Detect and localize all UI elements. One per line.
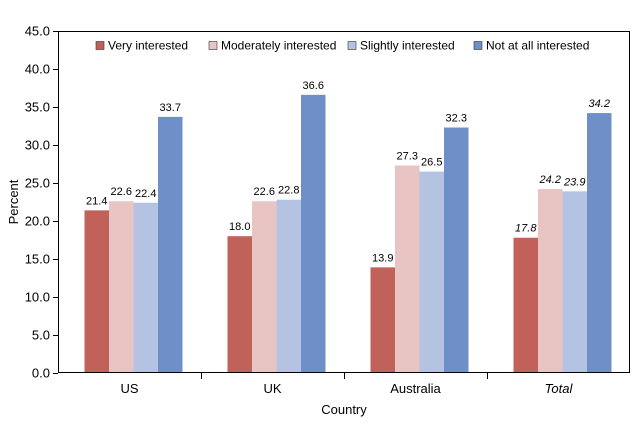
y-tick-label: 40.0 — [25, 62, 50, 77]
data-label: 26.5 — [421, 157, 442, 169]
legend-swatch — [208, 41, 218, 50]
legend-label: Slightly interested — [360, 39, 455, 53]
bar-uk-moderately-interested — [252, 201, 277, 373]
legend-swatch — [95, 41, 105, 50]
data-label: 22.4 — [135, 188, 156, 200]
bar-uk-not-at-all-interested — [301, 94, 326, 373]
y-tick-label: 20.0 — [25, 214, 50, 229]
data-label: 22.8 — [278, 185, 299, 197]
legend-swatch — [347, 41, 357, 50]
x-tick-label: Australia — [390, 381, 441, 396]
data-label: 21.4 — [86, 195, 107, 207]
data-label: 17.8 — [515, 223, 537, 235]
data-label: 13.9 — [372, 252, 393, 264]
bar-us-slightly-interested — [133, 202, 158, 373]
bar-total-slightly-interested — [562, 191, 587, 373]
data-label: 24.2 — [539, 174, 561, 186]
legend-swatch — [473, 41, 483, 50]
y-axis-ticks: 0.0 5.0 10.0 15.0 20.0 25.0 30.0 35.0 40.0 45.0 — [25, 24, 58, 381]
x-tick-label: US — [120, 381, 138, 396]
legend-label: Moderately interested — [221, 39, 336, 53]
plot-area-frame — [58, 31, 630, 373]
y-tick-label: 15.0 — [25, 252, 50, 267]
bar-total-moderately-interested — [538, 189, 563, 373]
legend-label: Not at all interested — [486, 39, 589, 53]
bar-australia-moderately-interested — [395, 165, 420, 373]
legend: Very interested Moderately interested Slig… — [95, 39, 589, 53]
bar-australia-not-at-all-interested — [444, 127, 469, 374]
y-tick-label: 0.0 — [32, 366, 50, 381]
x-tick-label: UK — [263, 381, 281, 396]
data-label: 32.3 — [446, 113, 467, 125]
data-label: 36.6 — [303, 80, 324, 92]
y-tick-label: 25.0 — [25, 176, 50, 191]
bars-group — [84, 94, 612, 374]
data-label: 27.3 — [397, 151, 418, 163]
y-tick-label: 5.0 — [32, 328, 50, 343]
data-label: 33.7 — [160, 102, 181, 114]
data-label: 18.0 — [229, 221, 250, 233]
legend-label: Very interested — [108, 39, 188, 53]
x-tick-label: Total — [545, 381, 574, 396]
bar-uk-very-interested — [227, 236, 252, 373]
x-axis-ticks: US UK Australia Total — [120, 373, 573, 396]
data-label: 34.2 — [589, 98, 610, 110]
data-labels-group: 21.422.6 22.433.718.022.6 22.836.613.927.3… — [86, 80, 610, 265]
bar-us-not-at-all-interested — [158, 116, 183, 373]
y-tick-label: 35.0 — [25, 100, 50, 115]
y-tick-label: 10.0 — [25, 290, 50, 305]
bar-total-very-interested — [513, 237, 538, 373]
y-tick-label: 45.0 — [25, 24, 50, 39]
data-label: 22.6 — [111, 186, 132, 198]
bar-total-not-at-all-interested — [587, 113, 612, 373]
data-label: 23.9 — [563, 176, 585, 188]
y-tick-label: 30.0 — [25, 138, 50, 153]
bar-australia-slightly-interested — [419, 171, 444, 373]
bar-us-very-interested — [84, 210, 109, 373]
data-label: 22.6 — [254, 186, 275, 198]
bar-uk-slightly-interested — [276, 199, 301, 373]
bar-australia-very-interested — [370, 267, 395, 373]
x-axis-title: Country — [321, 402, 367, 417]
bar-us-moderately-interested — [109, 201, 134, 373]
y-axis-title: Percent — [6, 179, 21, 224]
